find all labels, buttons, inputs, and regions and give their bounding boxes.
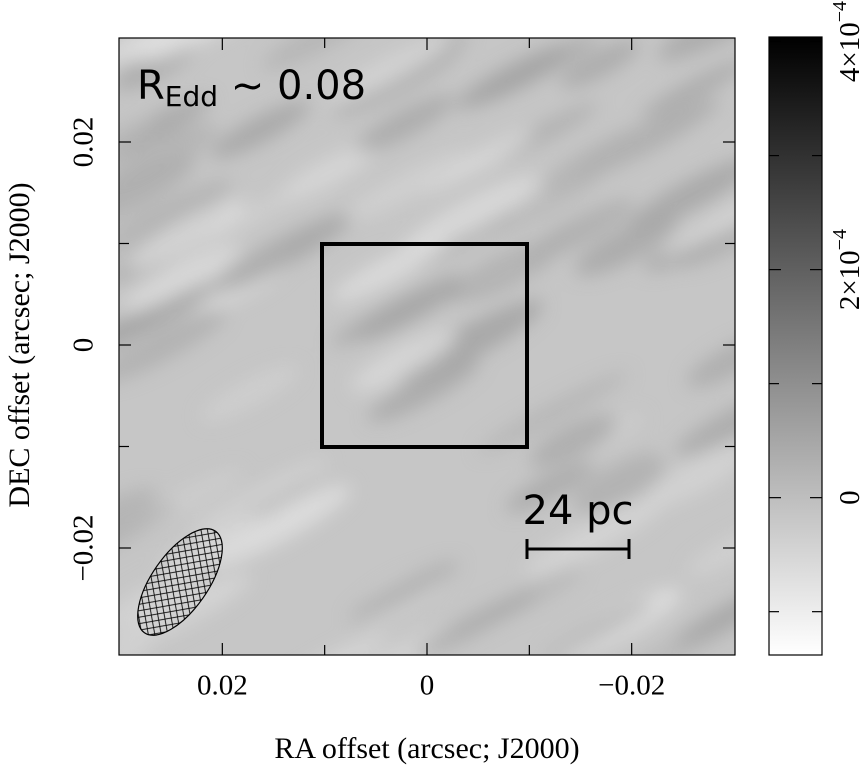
colorbar-tick-base: 2×10 (834, 250, 865, 310)
map-streak (686, 331, 735, 388)
map-streak (356, 95, 455, 152)
map-streak (119, 282, 219, 348)
map-streak (400, 175, 541, 255)
annotation-rest: ~ 0.08 (218, 63, 366, 109)
map-streak (414, 589, 538, 655)
map-streak (454, 44, 569, 110)
colorbar-tick-power: −4 (829, 1, 851, 22)
colorbar-tick-power: −4 (829, 229, 851, 250)
map-streak (119, 117, 153, 164)
map-streak (123, 244, 241, 311)
map-streak (119, 488, 158, 551)
map-streak (200, 365, 299, 422)
map-streak (505, 461, 595, 513)
map-streak (350, 330, 457, 392)
map-streak (559, 40, 640, 88)
map-streak (119, 155, 197, 224)
map-streak (367, 358, 480, 422)
colorbar-tick-base: 4×10 (834, 22, 865, 82)
map-streak (206, 189, 298, 241)
colorbar (768, 36, 823, 656)
map-streak (661, 185, 735, 256)
map-streak (349, 560, 459, 622)
map-streak (125, 199, 247, 270)
map-streak (119, 636, 152, 655)
x-axis-title: RA offset (arcsec; J2000) (274, 732, 579, 765)
x-tick-label: 0.02 (197, 670, 248, 702)
map-streak (396, 300, 544, 384)
region-box (320, 242, 529, 449)
map-streak (125, 38, 252, 63)
y-tick-label: 0 (68, 338, 100, 353)
annotation-subscript: Edd (165, 80, 218, 113)
map-streak (675, 574, 735, 645)
map-streak (327, 38, 454, 105)
map-streak (356, 281, 463, 341)
map-streak (119, 123, 218, 195)
map-texture (119, 38, 735, 655)
y-tick-label: 0.02 (68, 117, 100, 168)
map-streak (119, 179, 233, 264)
annotation-text: R (137, 63, 165, 109)
colorbar-tick-label: 0 (834, 490, 865, 505)
map-streak (331, 236, 449, 302)
map-streak (345, 151, 469, 221)
map-streak (119, 96, 211, 159)
map-streak (530, 415, 617, 469)
colorbar-tick-label: 2×10−4 (829, 229, 865, 310)
map-image (119, 38, 735, 655)
map-streak (210, 101, 310, 159)
map-streak (686, 518, 735, 576)
map-streak (626, 157, 735, 232)
map-streak (418, 130, 534, 194)
map-streak (541, 123, 662, 193)
map-streak (205, 484, 352, 567)
map-streak (657, 38, 735, 61)
map-streak (269, 632, 388, 655)
map-streak (571, 451, 659, 504)
annotation: REdd ~ 0.08 (137, 63, 366, 113)
x-tick-label: −0.02 (598, 670, 665, 702)
map-streak (119, 502, 178, 576)
map-streak (209, 212, 355, 294)
map-streak (644, 444, 735, 508)
map-streak (574, 214, 678, 276)
map-streak (119, 309, 227, 384)
y-axis-title: DEC offset (arcsec; J2000) (3, 182, 36, 507)
map-streak (487, 174, 600, 237)
x-tick-label: 0 (420, 670, 435, 702)
colorbar-tick-base: 0 (834, 490, 865, 505)
map-streak (478, 371, 629, 454)
colorbar-tick-label: 4×10−4 (829, 1, 865, 82)
scale-bar (525, 539, 631, 559)
map-streak (542, 599, 654, 655)
map-streak (524, 496, 667, 577)
y-tick-label: −0.02 (68, 514, 100, 581)
map-streak (188, 458, 329, 535)
scale-bar-label: 24 pc (523, 488, 634, 534)
map-streak (279, 144, 377, 202)
beam-ellipse (137, 528, 223, 636)
map-streak (640, 59, 735, 119)
map-streak (522, 199, 635, 263)
